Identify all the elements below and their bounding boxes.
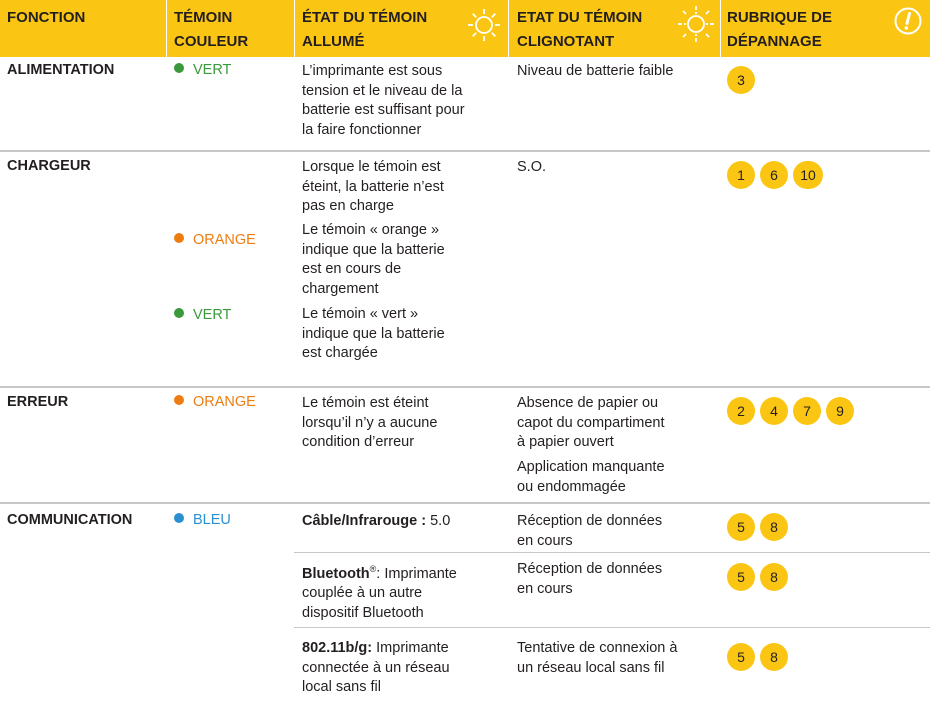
lit-description: Le témoin est éteint lorsqu’il n’y a aucu… [302,395,438,450]
color-indicator: ORANGE [174,394,256,410]
header-divider [508,0,509,57]
lit-description: Câble/Infrarouge : 5.0 [302,513,451,529]
blink-description: Tentative de connexion à un réseau local … [517,640,678,676]
troubleshoot-badge[interactable]: 9 [826,397,854,425]
header-divider [166,0,167,57]
lit-description: Le témoin « vert » indique que la batteri… [302,306,445,361]
troubleshoot-badge[interactable]: 2 [727,397,755,425]
blink-description: Réception de données en cours [517,513,663,549]
green-dot-icon [174,308,184,318]
blue-dot-icon [174,513,184,523]
row-label-erreur: ERREUR [7,394,69,410]
color-label: BLEU [193,512,231,528]
lit-description: Lorsque le témoin est éteint, la batterie… [302,159,444,214]
blink-description: Niveau de batterie faible [517,63,674,79]
color-indicator: BLEU [174,512,231,528]
color-indicator: VERT [174,307,231,323]
troubleshoot-badge[interactable]: 5 [727,513,755,541]
row-divider [0,386,930,388]
header-temoin-couleur: TÉMOIN COULEUR [174,9,249,50]
troubleshoot-badge[interactable]: 8 [760,563,788,591]
troubleshoot-badge[interactable]: 8 [760,513,788,541]
color-label: ORANGE [193,394,256,410]
header-fonction: FONCTION [7,9,86,26]
header-divider [720,0,721,57]
lit-description: Bluetooth®: Imprimante couplée à un autre… [302,564,457,621]
sun-solid-icon [468,9,500,41]
header-rubrique: RUBRIQUE DE DÉPANNAGE [727,9,833,50]
row-divider [0,502,930,504]
green-dot-icon [174,63,184,73]
lit-description: 802.11b/g: Imprimante connectée à un rése… [302,640,450,695]
orange-dot-icon [174,395,184,405]
row-label-chargeur: CHARGEUR [7,158,91,174]
blink-description: Application manquante ou endommagée [517,459,665,495]
table-header: FONCTION TÉMOIN COULEUR ÉTAT DU TÉMOIN ALL… [0,0,930,57]
troubleshoot-badge[interactable]: 3 [727,66,755,94]
sub-row-divider [294,627,930,628]
sun-dashed-icon [678,6,714,42]
blink-description: Absence de papier ou capot du compartimen… [517,395,665,450]
blink-description: Réception de données en cours [517,561,663,597]
color-label: VERT [193,307,232,323]
row-label-communication: COMMUNICATION [7,512,133,528]
troubleshoot-badge[interactable]: 10 [793,161,823,189]
troubleshoot-badge[interactable]: 1 [727,161,755,189]
orange-dot-icon [174,233,184,243]
troubleshoot-badge[interactable]: 4 [760,397,788,425]
row-divider [0,150,930,152]
header-etat-allume: ÉTAT DU TÉMOIN ALLUMÉ [302,9,428,50]
troubleshoot-badges: 3 [727,66,760,94]
row-label-alimentation: ALIMENTATION [7,62,115,78]
lit-description: L’imprimante est sous tension et le nivea… [302,63,465,138]
troubleshoot-badge[interactable]: 5 [727,563,755,591]
color-label: ORANGE [193,232,256,248]
troubleshoot-badge[interactable]: 7 [793,397,821,425]
troubleshoot-badge[interactable]: 5 [727,643,755,671]
blink-description: S.O. [517,159,547,175]
troubleshoot-badges: 1 6 10 [727,161,828,189]
color-label: VERT [193,62,232,78]
color-indicator: VERT [174,62,231,78]
sub-row-divider [294,552,930,553]
lit-description: Le témoin « orange » indique que la batte… [302,222,445,297]
exclamation-circle-icon [894,7,922,35]
troubleshoot-badge[interactable]: 6 [760,161,788,189]
troubleshoot-badge[interactable]: 8 [760,643,788,671]
header-etat-clignotant: ETAT DU TÉMOIN CLIGNOTANT [517,9,643,50]
color-indicator: ORANGE [174,232,256,248]
header-divider [294,0,295,57]
